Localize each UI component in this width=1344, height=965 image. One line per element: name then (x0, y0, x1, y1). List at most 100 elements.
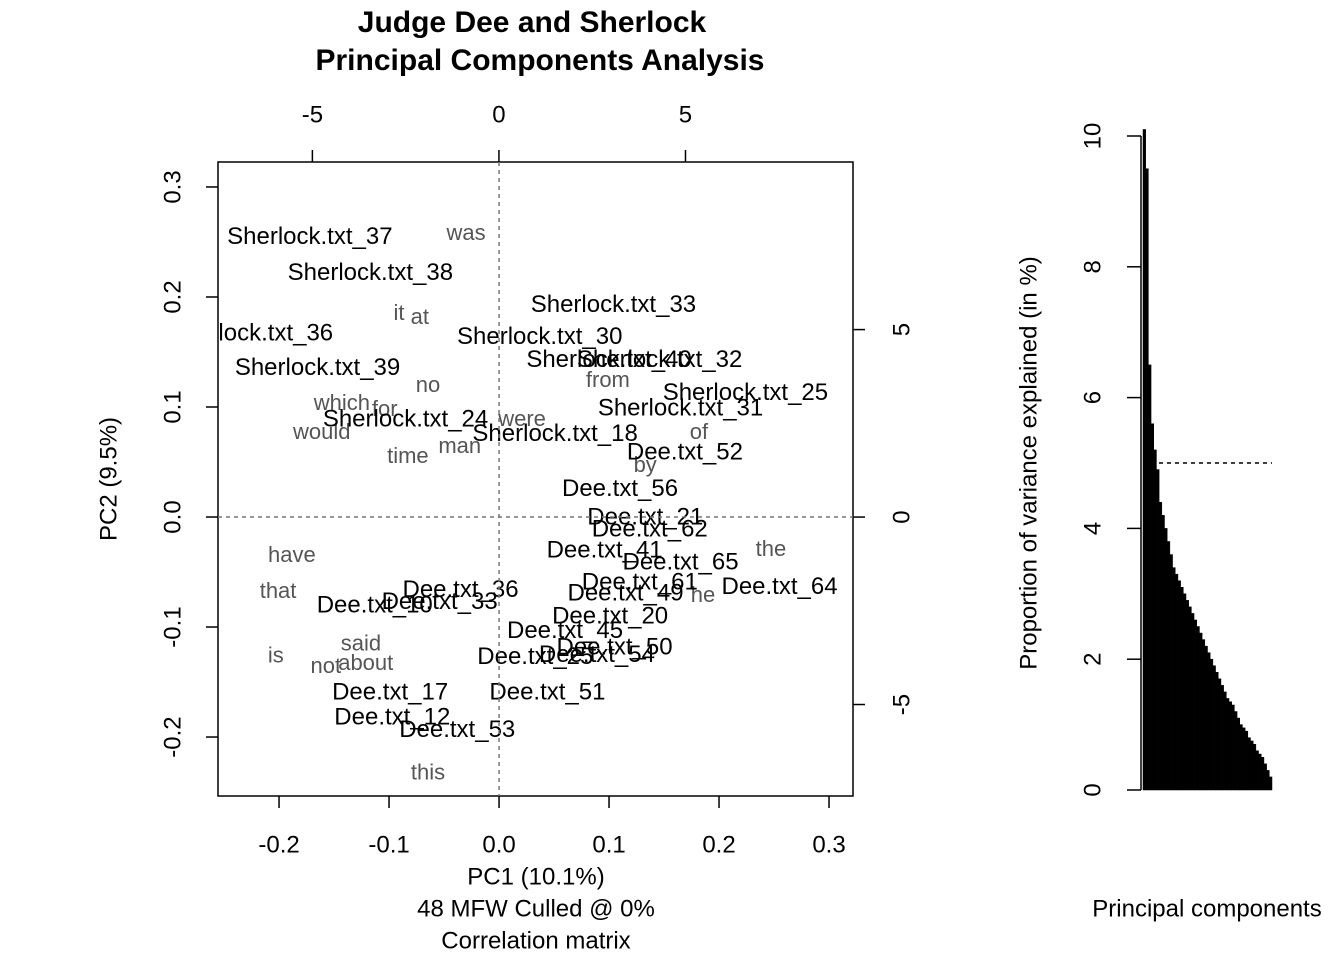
y-tick-label: 2 (1079, 653, 1106, 666)
sample-label: Sherlock.txt_37 (227, 223, 392, 250)
sample-label: Dee.txt_61 (582, 568, 698, 595)
sample-label: Dee.txt_41 (547, 536, 663, 563)
sample-label: Dee.txt_45 (507, 617, 623, 644)
bar (1161, 515, 1165, 791)
bar (1193, 619, 1197, 791)
sample-label: Dee.txt_17 (332, 678, 448, 705)
y-tick-label: 8 (1079, 260, 1106, 273)
bar (1252, 743, 1257, 791)
bar (1231, 704, 1235, 791)
bar (1183, 593, 1187, 791)
sample-label: Dee.txt_56 (562, 475, 678, 502)
y-tick-label: 0.0 (159, 500, 186, 533)
bar (1244, 730, 1249, 791)
chart-subtitle: Principal Components Analysis (316, 44, 765, 77)
x-tick-label: 0.0 (482, 831, 515, 858)
sample-label: Dee.txt_53 (399, 716, 515, 743)
sample-label: Dee.txt_12 (334, 704, 450, 731)
loading-label: not (311, 653, 342, 678)
y2-tick-label: -5 (888, 694, 915, 715)
bar (1177, 580, 1181, 791)
bar (1153, 449, 1157, 791)
sample-label: Sherlock.txt_31 (598, 395, 763, 422)
bar (1234, 711, 1238, 791)
y-tick-label: -0.2 (159, 716, 186, 757)
sample-label: Sherlock.txt_40 (526, 346, 691, 373)
sample-label: Sherlock.txt_24 (323, 406, 488, 433)
sample-label: Sherlock.txt_32 (577, 346, 742, 373)
sample-label: Sherlock.txt_18 (472, 420, 637, 447)
sample-label: Dee.txt_52 (627, 439, 743, 466)
bar (1236, 717, 1240, 791)
bar (1228, 701, 1232, 791)
loading-label: it (393, 300, 404, 325)
bar (1242, 727, 1246, 791)
x-tick-label: 0.1 (592, 831, 625, 858)
bar (1201, 639, 1206, 791)
bar (1212, 665, 1216, 791)
x-tick-label: 0.3 (812, 831, 845, 858)
loading-label: have (268, 542, 316, 567)
y-tick-label: 0.1 (159, 390, 186, 423)
bar (1218, 678, 1222, 791)
loading-label: is (268, 643, 284, 668)
sample-label: Dee.txt_33 (382, 588, 498, 615)
bar (1204, 645, 1208, 791)
y-tick-label: 6 (1079, 391, 1106, 404)
loading-label: no (416, 372, 440, 397)
bar (1150, 423, 1154, 791)
sample-label: Dee.txt_64 (721, 573, 837, 600)
y2-tick-label: 5 (888, 323, 915, 336)
y-tick-label: 0 (1079, 783, 1106, 796)
note: Correlation matrix (441, 927, 630, 954)
bar (1185, 600, 1189, 791)
loading-label: time (387, 443, 429, 468)
loading-label: this (411, 760, 445, 785)
bar (1266, 770, 1270, 791)
bar (1250, 740, 1254, 791)
bar (1156, 469, 1160, 791)
bar (1263, 763, 1267, 791)
y-tick-label: 0.3 (159, 170, 186, 203)
loading-label: that (260, 578, 297, 603)
x-tick-label: -0.1 (368, 831, 409, 858)
y-axis-title: Proportion of variance explained (in %) (1015, 256, 1042, 670)
bar (1175, 573, 1179, 791)
sample-label: Dee.txt_51 (489, 678, 605, 705)
y-tick-label: 10 (1079, 123, 1106, 150)
bar (1223, 691, 1227, 791)
bar (1220, 685, 1224, 791)
bar (1269, 776, 1273, 791)
loading-label: were (497, 406, 546, 431)
sample-label: Dee.txt_49 (567, 579, 683, 606)
y2-tick-label: 0 (888, 510, 915, 523)
loading-label: man (438, 433, 481, 458)
sample-label: Sherlock.txt_36 (168, 320, 333, 347)
loading-label: about (338, 650, 393, 675)
loading-label: said (341, 631, 381, 656)
bar (1145, 168, 1149, 791)
sample-label: Dee.txt_10 (317, 591, 433, 618)
bar (1148, 364, 1152, 791)
bar (1261, 757, 1265, 791)
bar (1158, 501, 1163, 791)
loading-label: would (292, 419, 350, 444)
sample-label: Sherlock.txt_25 (663, 379, 828, 406)
sample-label: Dee.txt_54 (539, 641, 655, 668)
bar (1215, 672, 1219, 791)
bar (1172, 567, 1176, 791)
sample-label: Sherlock.txt_30 (457, 323, 622, 350)
bar (1239, 724, 1243, 791)
sample-label: Sherlock.txt_33 (531, 291, 696, 318)
sample-label: Sherlock.txt_39 (235, 354, 400, 381)
y-axis-title: PC2 (9.5%) (95, 417, 122, 541)
x-axis-title: PC1 (10.1%) (467, 863, 604, 890)
bar (1255, 750, 1259, 791)
sample-label: Sherlock.txt_38 (288, 259, 453, 286)
bar (1188, 606, 1192, 791)
x2-tick-label: 0 (492, 101, 505, 128)
bar (1226, 698, 1230, 791)
x-axis-title: Principal components (1092, 895, 1321, 922)
